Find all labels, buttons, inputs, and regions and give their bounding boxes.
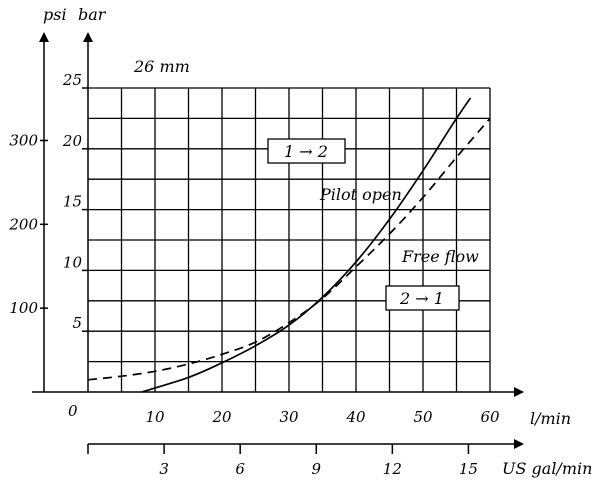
annotation-1-to-2-box: [267, 138, 346, 164]
origin-label: 0: [68, 402, 78, 420]
x-tick-label-lmin: 60: [480, 408, 500, 426]
y-tick-label-bar: 5: [72, 314, 82, 332]
y-axis-bar-label: bar: [78, 5, 107, 24]
x-tick-label-usgal: 9: [311, 460, 321, 478]
x-tick-label-lmin: 50: [413, 408, 433, 426]
x-tick-label-lmin: 40: [345, 408, 366, 426]
chart-title: 26 mm: [133, 57, 190, 76]
x-tick-label-lmin: 20: [211, 408, 232, 426]
x-tick-label-usgal: 15: [459, 460, 478, 478]
series-label-pilot-open: Pilot open: [319, 185, 402, 204]
annotation-1-to-2-text: 1 → 2: [284, 142, 328, 161]
tick-labels: 5 10 15 20 25 100 200 300 10 20 30 40 50 60 3 6 9 12 15: [8, 71, 500, 478]
x-tick-label-lmin: 30: [279, 408, 299, 426]
grid: [88, 87, 491, 392]
annotation-1-to-2: 1 → 2: [267, 138, 346, 164]
series-label-free-flow: Free flow: [401, 247, 479, 266]
x-tick-label-usgal: 3: [159, 460, 169, 478]
y-tick-label-bar: 20: [62, 132, 83, 150]
x-axis-lmin-label: l/min: [530, 409, 571, 428]
axes: [32, 32, 524, 454]
x-axis-usgal-label: US gal/min: [502, 459, 592, 478]
y-tick-label-bar: 10: [63, 253, 83, 271]
annotation-2-to-1: 2 → 1: [385, 285, 460, 311]
x-tick-label-usgal: 12: [383, 460, 402, 478]
y-tick-label-psi: 300: [9, 131, 38, 149]
series-line-pilot-open: [141, 98, 472, 393]
annotation-2-to-1-text: 2 → 1: [399, 289, 444, 308]
x-tick-label-lmin: 10: [145, 408, 165, 426]
y-tick-label-bar: 25: [62, 71, 82, 89]
x-tick-label-usgal: 6: [235, 460, 245, 478]
y-tick-label-psi: 200: [8, 215, 38, 233]
series-line-free-flow: [87, 117, 491, 381]
series-curves: [87, 98, 491, 393]
y-tick-label-psi: 100: [9, 299, 38, 317]
y-axis-psi-label: psi: [43, 5, 67, 24]
y-tick-label-bar: 15: [63, 193, 82, 211]
annotation-2-to-1-box: [385, 285, 460, 311]
